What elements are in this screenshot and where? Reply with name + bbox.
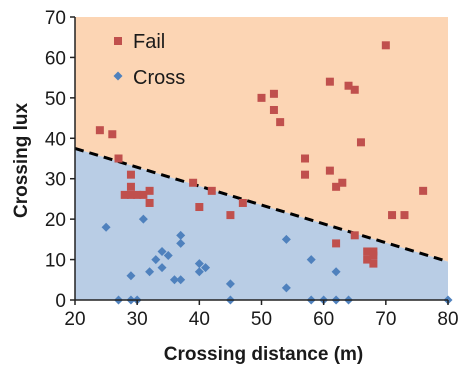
point-fail-3	[120, 190, 129, 199]
point-fail-16	[257, 93, 266, 102]
y-tick-label-40: 40	[45, 129, 66, 150]
point-fail-0	[95, 126, 104, 135]
point-cross-16	[194, 267, 204, 277]
point-cross-0	[101, 222, 111, 232]
legend-marker-fail	[114, 37, 122, 45]
data-points	[95, 41, 453, 305]
y-tick-label-20: 20	[45, 210, 66, 231]
x-tick-label-40: 40	[189, 309, 210, 330]
y-tick-label-30: 30	[45, 170, 66, 191]
point-fail-25	[332, 239, 341, 248]
y-axis-title: Crossing lux	[11, 103, 32, 219]
point-fail-22	[325, 77, 334, 86]
point-fail-19	[276, 118, 285, 127]
y-tick-label-10: 10	[45, 251, 66, 272]
point-fail-31	[363, 247, 372, 256]
point-fail-9	[145, 198, 154, 207]
point-fail-28	[350, 85, 359, 94]
point-fail-26	[338, 178, 347, 187]
point-cross-11	[169, 275, 179, 285]
point-cross-15	[194, 259, 204, 269]
x-tick-label-20: 20	[64, 309, 85, 330]
point-fail-1	[108, 130, 117, 139]
point-fail-15	[238, 198, 247, 207]
point-fail-34	[369, 251, 378, 260]
point-fail-18	[269, 105, 278, 114]
point-cross-7	[151, 255, 161, 265]
point-fail-39	[419, 186, 428, 195]
point-fail-12	[195, 203, 204, 212]
x-tick-label-50: 50	[251, 309, 272, 330]
fail-region	[75, 17, 448, 262]
point-fail-11	[189, 178, 198, 187]
point-fail-7	[133, 190, 142, 199]
point-cross-13	[176, 230, 186, 240]
x-axis-title: Crossing distance (m)	[164, 344, 364, 365]
point-cross-18	[225, 279, 235, 289]
point-fail-36	[381, 41, 390, 50]
point-fail-21	[301, 154, 310, 163]
legend: Fail Cross	[113, 31, 185, 89]
point-cross-14	[176, 275, 186, 285]
point-fail-29	[350, 231, 359, 240]
point-cross-3	[126, 271, 136, 281]
point-cross-20	[281, 234, 291, 244]
point-cross-6	[145, 267, 155, 277]
point-cross-25	[331, 267, 341, 277]
point-cross-12	[176, 238, 186, 248]
point-fail-5	[126, 182, 135, 191]
point-fail-8	[139, 190, 148, 199]
y-tick-label-0: 0	[55, 291, 66, 312]
x-axis-ticks: 20 30 40 50 60 70 80	[64, 300, 459, 330]
x-tick-label-70: 70	[375, 309, 396, 330]
point-fail-20	[301, 170, 310, 179]
point-fail-32	[363, 255, 372, 264]
point-fail-37	[388, 211, 397, 220]
boundary-line	[74, 146, 449, 264]
x-tick-label-80: 80	[437, 309, 458, 330]
point-fail-35	[369, 259, 378, 268]
point-fail-38	[400, 211, 409, 220]
y-tick-label-50: 50	[45, 89, 66, 110]
point-fail-24	[332, 182, 341, 191]
legend-label-cross: Cross	[133, 67, 185, 89]
x-tick-label-30: 30	[127, 309, 148, 330]
point-cross-21	[281, 283, 291, 293]
point-fail-2	[114, 154, 123, 163]
point-cross-8	[157, 246, 167, 256]
point-fail-30	[356, 138, 365, 147]
legend-marker-cross	[113, 71, 123, 81]
point-cross-5	[138, 214, 148, 224]
point-fail-27	[344, 81, 353, 90]
point-cross-9	[157, 263, 167, 273]
plot-area: 20 30 40 50 60 70 80 0 10 20 30 40 50 60 70	[45, 8, 459, 330]
cross-region	[75, 148, 448, 300]
point-fail-6	[126, 170, 135, 179]
point-cross-10	[163, 251, 173, 261]
legend-label-fail: Fail	[133, 31, 165, 53]
point-fail-10	[145, 186, 154, 195]
x-tick-label-60: 60	[313, 309, 334, 330]
point-fail-4	[126, 190, 135, 199]
y-tick-label-60: 60	[45, 48, 66, 69]
point-cross-17	[201, 263, 211, 273]
point-fail-17	[269, 89, 278, 98]
point-fail-13	[207, 186, 216, 195]
y-axis-ticks: 0 10 20 30 40 50 60 70	[45, 8, 75, 312]
point-cross-22	[306, 255, 316, 265]
point-fail-14	[226, 211, 235, 220]
point-fail-33	[369, 247, 378, 256]
point-fail-23	[325, 166, 334, 175]
y-tick-label-70: 70	[45, 8, 66, 29]
